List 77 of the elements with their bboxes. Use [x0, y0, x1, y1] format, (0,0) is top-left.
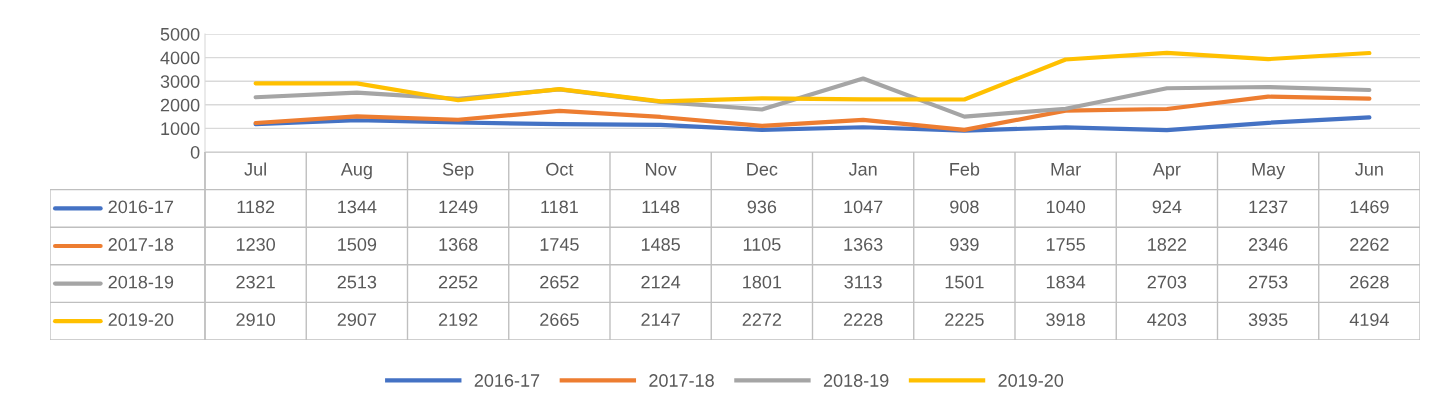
data-label: 1182: [237, 200, 275, 214]
data-label: 908: [950, 200, 979, 214]
data-label: 1249: [439, 200, 478, 214]
y-tick-label: 5000: [160, 27, 200, 41]
data-label: 2225: [945, 313, 984, 327]
data-label: 2753: [1248, 275, 1288, 289]
data-label: 1040: [1046, 200, 1085, 214]
data-label: 1105: [743, 238, 781, 251]
x-tick-label: Jan: [848, 163, 877, 176]
y-tick-label: 3000: [160, 75, 200, 88]
line-series: [253, 50, 1372, 104]
data-label: 2147: [641, 313, 680, 326]
data-label: 936: [747, 200, 777, 214]
data-label: 1148: [642, 200, 680, 214]
x-tick-label: Jun: [1355, 163, 1383, 176]
data-label: 2907: [337, 313, 377, 327]
legend-label: 2017-18: [108, 238, 174, 251]
text: 2019-20: [998, 374, 1064, 387]
data-label: 1469: [1350, 200, 1389, 214]
data-label: 1181: [541, 200, 578, 214]
x-tick-label: Apr: [1152, 163, 1181, 180]
data-label: 2665: [540, 313, 579, 327]
x-tick-label: Mar: [1051, 163, 1081, 176]
data-label: 2228: [843, 313, 883, 327]
data-label: 4194: [1349, 313, 1389, 327]
data-label: 3935: [1248, 313, 1288, 327]
data-label: 3113: [844, 275, 882, 289]
data-label: 2652: [540, 275, 579, 289]
data-label: 1755: [1046, 238, 1085, 251]
x-tick-label: Nov: [646, 163, 677, 176]
line-series: [253, 115, 1372, 133]
legend-label: 2019-20: [108, 313, 174, 327]
data-label: 2124: [641, 275, 681, 289]
x-tick-label: May: [1252, 163, 1286, 180]
text: 2018-19: [823, 374, 889, 387]
data-label: 2272: [742, 313, 782, 326]
data-label: 2703: [1147, 275, 1187, 289]
text: 2016-17: [474, 374, 540, 387]
y-tick-label: 2000: [160, 98, 200, 112]
data-label: 939: [950, 238, 979, 251]
data-label: 2192: [438, 313, 478, 327]
data-label: 2910: [236, 313, 275, 327]
data-label: 1485: [641, 238, 680, 251]
legend-label: 2016-17: [108, 200, 174, 214]
x-tick-label: Jul: [244, 162, 266, 176]
data-label: 1834: [1046, 275, 1086, 289]
data-label: 1230: [236, 238, 275, 251]
x-tick-label: Aug: [340, 163, 372, 180]
data-label: 2321: [236, 275, 275, 289]
x-tick-label: Sep: [442, 162, 474, 180]
y-tick-label: 0: [190, 145, 200, 159]
data-label: 1745: [540, 238, 579, 251]
data-label: 1501: [945, 275, 984, 289]
x-tick-label: Dec: [747, 163, 778, 176]
y-tick-label: 4000: [160, 51, 200, 65]
legend-label: 2018-19: [108, 275, 174, 289]
data-label: 1368: [439, 238, 478, 251]
data-label: 1509: [338, 238, 377, 251]
x-tick-label: Feb: [950, 162, 980, 176]
data-label: 924: [1152, 200, 1182, 214]
data-label: 1363: [844, 238, 883, 251]
line-series: [253, 94, 1372, 132]
data-label: 1801: [743, 275, 782, 289]
data-label: 2628: [1350, 275, 1389, 289]
y-tick-label: 1000: [161, 122, 200, 136]
data-label: 2262: [1350, 238, 1389, 251]
data-label: 2252: [438, 275, 478, 289]
text: 2017-18: [649, 374, 714, 387]
data-label: 2346: [1248, 238, 1288, 251]
data-label: 1237: [1249, 200, 1288, 214]
data-label: 1344: [338, 200, 377, 214]
data-label: 1047: [844, 200, 883, 214]
data-label: 4203: [1147, 313, 1187, 327]
data-label: 3918: [1046, 313, 1085, 327]
data-label: 1822: [1148, 238, 1187, 251]
data-label: 2513: [337, 275, 377, 289]
x-tick-label: Oct: [546, 162, 574, 176]
